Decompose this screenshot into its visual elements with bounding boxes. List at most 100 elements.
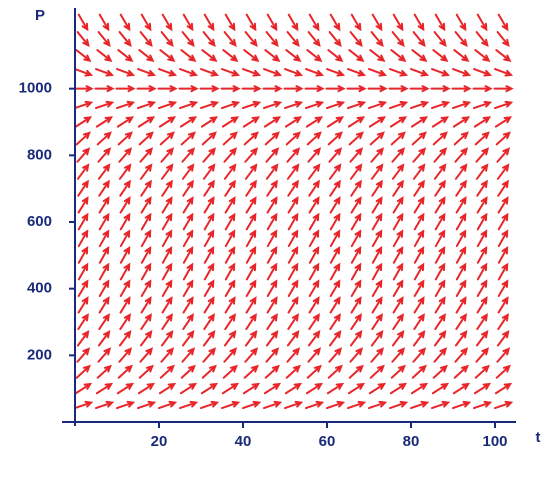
direction-arrow [77,179,89,197]
direction-arrow [431,382,450,395]
direction-arrow [350,279,362,298]
direction-arrow [139,163,153,180]
direction-arrow [159,364,175,379]
direction-arrow [476,13,488,32]
direction-arrow [434,262,446,281]
direction-arrow [161,179,173,197]
direction-arrow [454,147,469,163]
direction-arrow [224,13,236,32]
direction-arrow [304,400,325,410]
direction-arrow [136,400,157,410]
direction-arrow [327,131,343,146]
direction-arrow [97,31,111,47]
direction-arrow [157,400,178,410]
direction-arrow [95,382,114,395]
direction-arrow [262,400,283,410]
direction-arrow [220,400,241,410]
direction-arrow [432,49,449,62]
direction-arrow [392,313,404,331]
direction-arrow [307,330,321,347]
direction-arrow [452,116,471,128]
direction-arrow [223,330,237,347]
direction-arrow [200,116,219,128]
direction-arrow [308,262,320,281]
direction-arrow [223,347,238,363]
direction-arrow [160,147,175,163]
direction-arrow [392,279,404,298]
direction-arrow [138,131,154,146]
direction-arrow [497,279,509,298]
direction-arrow [161,313,173,331]
direction-arrow [494,116,513,128]
direction-arrow [431,68,451,77]
direction-arrow [180,364,196,379]
direction-arrow [370,163,384,180]
direction-arrow [181,147,196,163]
direction-arrow [451,85,472,93]
direction-arrow [369,364,385,379]
direction-arrow [451,100,472,110]
direction-arrow [371,313,383,331]
direction-arrow [139,31,153,47]
direction-arrow [370,147,385,163]
direction-arrow [75,364,91,379]
direction-arrow [349,31,363,47]
direction-arrow [266,229,278,248]
direction-arrow [265,347,280,363]
direction-arrow [98,296,110,314]
direction-arrow [475,347,490,363]
direction-arrow [77,262,89,281]
direction-arrow [73,100,94,110]
direction-arrow [119,245,131,264]
direction-arrow [73,400,94,410]
direction-arrow [392,296,404,314]
y-tick-label: 600 [27,213,52,230]
direction-arrow [475,31,489,47]
direction-arrow [455,179,467,197]
direction-arrow [203,212,215,231]
direction-arrow [77,13,89,32]
direction-arrow [160,347,175,363]
direction-arrow [496,347,511,363]
direction-arrow [242,382,261,395]
direction-arrow [392,13,404,32]
direction-arrow [182,229,194,248]
direction-arrow [453,49,470,62]
direction-arrow [326,382,345,395]
direction-arrow [161,13,173,32]
direction-arrow [199,85,220,93]
direction-arrow [497,212,509,231]
direction-arrow [308,229,320,248]
direction-arrow [455,262,467,281]
direction-arrow [265,31,279,47]
direction-arrow [476,245,488,264]
direction-arrow [389,382,408,395]
direction-arrow [476,179,488,197]
direction-arrow [329,245,341,264]
direction-arrow [140,229,152,248]
direction-arrow [410,68,430,77]
direction-arrow [241,85,262,93]
x-tick-label: 60 [319,433,336,450]
direction-arrow [119,196,131,214]
direction-arrow [454,330,468,347]
y-tick-label: 400 [27,280,52,297]
direction-arrow [245,296,257,314]
direction-arrow [304,85,325,93]
direction-arrow [223,147,238,163]
direction-arrow [413,179,425,197]
direction-arrow [497,262,509,281]
direction-arrow [475,147,490,163]
direction-arrow [350,196,362,214]
direction-arrow [97,147,112,163]
direction-arrow [243,131,259,146]
direction-arrow [139,147,154,163]
direction-arrow [413,262,425,281]
direction-arrow [201,49,218,62]
direction-arrow [349,330,363,347]
direction-arrow [77,313,89,331]
direction-arrow [203,262,215,281]
direction-arrow [496,163,510,180]
direction-arrow [202,163,216,180]
